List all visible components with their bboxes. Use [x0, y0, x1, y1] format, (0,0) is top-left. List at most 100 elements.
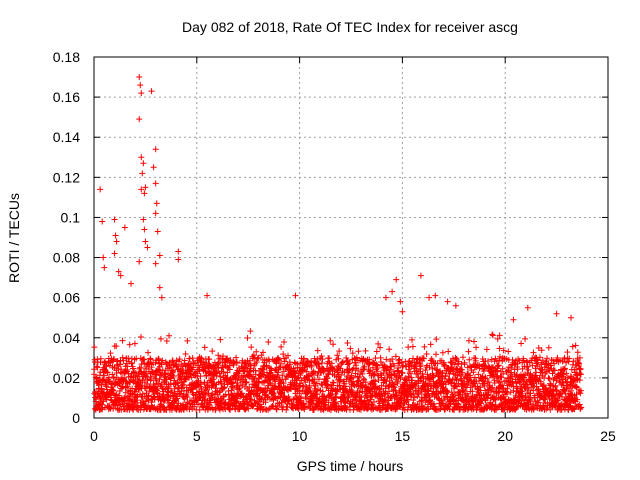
- data-point: [291, 359, 298, 366]
- data-point: [444, 298, 451, 305]
- data-point: [163, 376, 170, 383]
- data-point: [550, 357, 557, 364]
- data-point: [473, 344, 480, 351]
- data-point: [372, 355, 379, 362]
- data-point: [102, 358, 109, 365]
- data-point: [171, 377, 178, 384]
- data-point: [164, 385, 171, 392]
- data-point: [494, 367, 501, 374]
- data-point: [564, 349, 571, 356]
- data-point: [327, 337, 334, 344]
- data-point: [175, 256, 182, 263]
- data-point: [498, 374, 505, 381]
- data-point: [566, 355, 573, 362]
- data-point: [578, 404, 585, 411]
- data-point: [370, 399, 377, 406]
- data-point: [479, 373, 486, 380]
- data-point: [226, 366, 233, 373]
- data-point: [427, 341, 434, 348]
- data-point: [110, 387, 117, 394]
- y-tick-label: 0.14: [53, 129, 80, 145]
- data-point: [429, 365, 436, 372]
- data-point: [103, 383, 110, 390]
- data-point: [336, 348, 343, 355]
- data-point: [278, 343, 285, 350]
- data-point: [374, 362, 381, 369]
- data-point: [135, 386, 142, 393]
- data-point: [253, 348, 260, 355]
- data-point: [91, 366, 98, 373]
- data-point: [136, 116, 143, 123]
- data-point: [496, 332, 503, 339]
- data-point: [525, 366, 532, 373]
- data-point: [301, 406, 308, 413]
- data-point: [325, 358, 332, 365]
- data-point: [393, 276, 400, 283]
- data-point: [271, 385, 278, 392]
- data-point: [214, 369, 221, 376]
- data-point: [424, 405, 431, 412]
- data-point: [394, 378, 401, 385]
- data-point: [170, 373, 177, 380]
- data-point: [361, 363, 368, 370]
- data-point: [524, 363, 531, 370]
- y-tick-label: 0.02: [53, 370, 80, 386]
- data-point: [410, 397, 417, 404]
- data-point: [334, 352, 341, 359]
- data-point: [94, 364, 101, 371]
- data-point: [560, 371, 567, 378]
- data-point: [136, 365, 143, 372]
- data-point: [377, 359, 384, 366]
- data-point: [281, 338, 288, 345]
- data-point: [93, 396, 100, 403]
- data-point: [405, 344, 412, 351]
- data-point: [417, 362, 424, 369]
- data-point: [131, 340, 138, 347]
- data-point: [354, 378, 361, 385]
- data-point: [119, 354, 126, 361]
- data-point: [315, 376, 322, 383]
- data-point: [301, 355, 308, 362]
- data-point: [441, 362, 448, 369]
- data-point: [353, 354, 360, 361]
- data-point: [133, 393, 140, 400]
- data-point: [345, 369, 352, 376]
- data-point: [572, 383, 579, 390]
- data-point: [523, 358, 530, 365]
- data-point: [249, 403, 256, 410]
- data-point: [377, 344, 384, 351]
- data-point: [439, 369, 446, 376]
- data-point: [563, 370, 570, 377]
- data-point: [142, 238, 149, 245]
- data-point: [330, 379, 337, 386]
- data-point: [238, 390, 245, 397]
- data-point: [262, 399, 269, 406]
- data-point: [525, 396, 532, 403]
- plot-area-frame: [93, 56, 609, 419]
- data-point: [260, 349, 267, 356]
- data-point: [106, 404, 113, 411]
- data-point: [433, 351, 440, 358]
- data-point: [111, 250, 118, 257]
- data-point: [314, 380, 321, 387]
- data-point: [113, 238, 120, 245]
- data-point: [247, 365, 254, 372]
- data-point: [319, 356, 326, 363]
- data-point: [236, 385, 243, 392]
- data-point: [450, 396, 457, 403]
- data-point: [432, 292, 439, 299]
- data-point: [100, 254, 107, 261]
- data-point: [338, 372, 345, 379]
- data-point: [109, 371, 116, 378]
- data-point: [466, 363, 473, 370]
- data-point: [563, 378, 570, 385]
- data-point: [280, 368, 287, 375]
- data-point: [460, 388, 467, 395]
- data-point: [196, 406, 203, 413]
- data-point: [147, 377, 154, 384]
- data-point: [202, 392, 209, 399]
- data-point: [216, 389, 223, 396]
- data-point: [240, 367, 247, 374]
- data-point: [367, 367, 374, 374]
- data-point: [190, 364, 197, 371]
